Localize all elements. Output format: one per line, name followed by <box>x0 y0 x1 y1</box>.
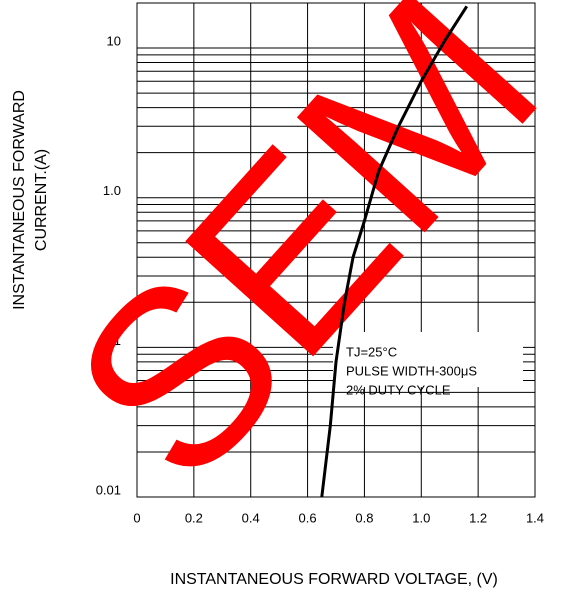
annotation: TJ=25°C <box>346 344 397 359</box>
annotation: PULSE WIDTH-300μS <box>346 363 477 378</box>
x-tick-label: 0 <box>133 510 140 525</box>
plot-frame <box>136 2 536 498</box>
x-tick-label: 1.0 <box>412 510 430 525</box>
y-tick-label: 1.0 <box>103 183 121 198</box>
x-tick-label: 0.4 <box>242 510 260 525</box>
x-axis-label: INSTANTANEOUS FORWARD VOLTAGE, (V) <box>170 571 498 588</box>
x-tick-label: 1.2 <box>469 510 487 525</box>
y-tick-label: 0.01 <box>96 482 121 497</box>
y-axis-label: CURRENT.(A) <box>33 149 50 251</box>
y-tick-label: 0.1 <box>103 333 121 348</box>
x-tick-label: 0.8 <box>355 510 373 525</box>
y-axis-label: INSTANTANEOUS FORWARD <box>11 90 28 310</box>
data-line <box>320 5 469 498</box>
x-tick-label: 0.2 <box>185 510 203 525</box>
y-tick-label: 10 <box>107 33 121 48</box>
annotation-box <box>333 332 523 387</box>
x-tick-label: 1.4 <box>526 510 544 525</box>
annotation: 2% DUTY CYCLE <box>346 382 451 397</box>
x-tick-label: 0.6 <box>299 510 317 525</box>
watermark: SEM <box>20 0 566 531</box>
